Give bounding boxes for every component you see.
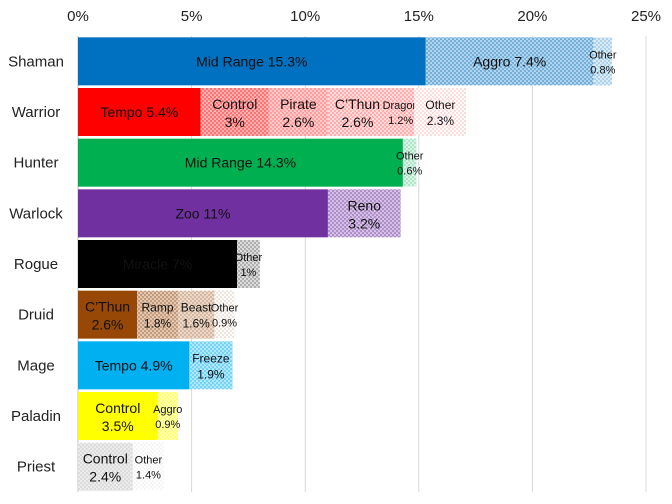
bar-segment-druid-ramp — [137, 290, 178, 339]
bar-paladin: Control 3.5% Aggro 0.9% — [78, 392, 182, 440]
bar-segment-paladin-aggro — [157, 392, 178, 440]
bar-segment-hunter-mid-range — [78, 138, 403, 187]
bar-segment-druid-c-thun — [78, 290, 138, 339]
category-label-druid: Druid — [18, 307, 54, 324]
bar-warlock: Zoo 11% Reno 3.2% — [78, 189, 401, 238]
bar-mage: Tempo 4.9% Freeze 1.9% — [78, 341, 233, 390]
segment-label-rogue-miracle: Miracle 7% — [123, 256, 192, 272]
bar-segment-shaman-other — [593, 37, 612, 86]
x-axis-ticks: 0% 5% 10% 15% 20% 25% — [67, 8, 661, 25]
bars: Mid Range 15.3% Aggro 7.4% Other 0.8% Tempo … — [78, 37, 617, 491]
bar-priest: Control 2.4% Other 1.4% — [78, 442, 165, 491]
bar-segment-priest-control — [78, 442, 133, 491]
category-label-hunter: Hunter — [13, 155, 58, 172]
segment-label-paladin-aggro: Aggro 0.9% — [153, 404, 182, 431]
segment-label-rogue-other: Other 1% — [235, 252, 263, 279]
bar-segment-mage-tempo — [78, 341, 190, 390]
segment-label-priest-other: Other 1.4% — [135, 455, 163, 482]
category-label-shaman: Shaman — [8, 53, 64, 70]
bar-segment-hunter-other — [402, 138, 417, 187]
segment-label-druid-beast: Beast 1.6% — [181, 301, 212, 331]
bar-segment-warrior-other — [414, 88, 467, 136]
segment-label-warlock-reno: Reno 3.2% — [348, 197, 382, 231]
bar-druid: C’Thun 2.6% Ramp 1.8%Beast 1.6%Other 0.9% — [78, 290, 239, 339]
bar-segment-rogue-miracle — [78, 240, 238, 288]
bar-segment-mage-freeze — [189, 341, 233, 390]
bar-segment-warrior-pirate — [268, 88, 328, 136]
bar-segment-warrior-dragon — [386, 88, 415, 136]
segment-label-druid-c-thun: C’Thun 2.6% — [85, 299, 130, 333]
segment-label-mage-freeze: Freeze 1.9% — [192, 351, 230, 381]
segment-label-warrior-dragon: Dragon 1.2% — [383, 100, 419, 127]
segment-label-warrior-control: Control 3% — [212, 96, 257, 130]
segment-label-hunter-mid-range: Mid Range 14.3% — [185, 155, 296, 171]
segment-label-hunter-other: Other 0.6% — [396, 151, 424, 178]
segment-label-warlock-zoo: Zoo 11% — [175, 205, 230, 221]
segment-label-mage-tempo: Tempo 4.9% — [95, 357, 173, 373]
segment-label-warrior-c-thun: C’Thun 2.6% — [335, 96, 380, 130]
segment-label-druid-other: Other 0.9% — [211, 303, 239, 330]
category-label-priest: Priest — [17, 459, 56, 476]
bar-segment-warrior-c-thun — [327, 88, 387, 136]
bar-hunter: Mid Range 14.3% Other 0.6% — [78, 138, 424, 187]
x-tick-label: 5% — [181, 8, 203, 25]
bar-segment-druid-other — [214, 290, 235, 339]
segment-label-druid-ramp: Ramp 1.8% — [142, 301, 174, 331]
bar-shaman: Mid Range 15.3% Aggro 7.4% Other 0.8% — [78, 37, 617, 86]
category-label-mage: Mage — [17, 357, 55, 374]
x-tick-label: 15% — [404, 8, 434, 25]
bar-segment-warlock-reno — [327, 189, 401, 238]
segment-label-warrior-pirate: Pirate 2.6% — [280, 96, 317, 130]
category-label-warrior: Warrior — [12, 104, 61, 121]
y-axis-categories: Shaman Warrior Hunter Warlock Rogue Druid Mage… — [8, 53, 64, 475]
bar-segment-druid-beast — [177, 290, 215, 339]
bar-warrior: Tempo 5.4% Control 3% Pirate 2.6% C’Thun 2.6%D… — [78, 88, 467, 136]
segment-label-shaman-aggro: Aggro 7.4% — [473, 53, 546, 69]
x-tick-label: 0% — [67, 8, 89, 25]
segment-label-warrior-tempo: Tempo 5.4% — [100, 104, 178, 120]
bar-segment-warrior-tempo — [78, 88, 201, 136]
segment-label-shaman-mid-range: Mid Range 15.3% — [196, 53, 307, 69]
category-label-paladin: Paladin — [11, 408, 61, 425]
bar-rogue: Miracle 7% Other 1% — [78, 240, 262, 288]
category-label-rogue: Rogue — [14, 256, 58, 273]
segment-label-warrior-other: Other 2.3% — [425, 98, 455, 128]
x-tick-label: 10% — [290, 8, 320, 25]
x-tick-label: 20% — [517, 8, 547, 25]
x-tick-label: 25% — [631, 8, 661, 25]
bar-segment-warrior-control — [200, 88, 269, 136]
segment-label-paladin-control: Control 3.5% — [95, 400, 140, 434]
bar-segment-priest-other — [132, 442, 165, 491]
bar-segment-rogue-other — [237, 240, 260, 288]
bar-segment-paladin-control — [78, 392, 158, 440]
segment-label-shaman-other: Other 0.8% — [589, 49, 617, 76]
category-label-warlock: Warlock — [9, 205, 63, 222]
segment-label-priest-control: Control 2.4% — [83, 451, 128, 485]
bar-segment-warlock-zoo — [78, 189, 328, 238]
bar-segment-shaman-aggro — [425, 37, 594, 86]
bar-segment-shaman-mid-range — [78, 37, 426, 86]
